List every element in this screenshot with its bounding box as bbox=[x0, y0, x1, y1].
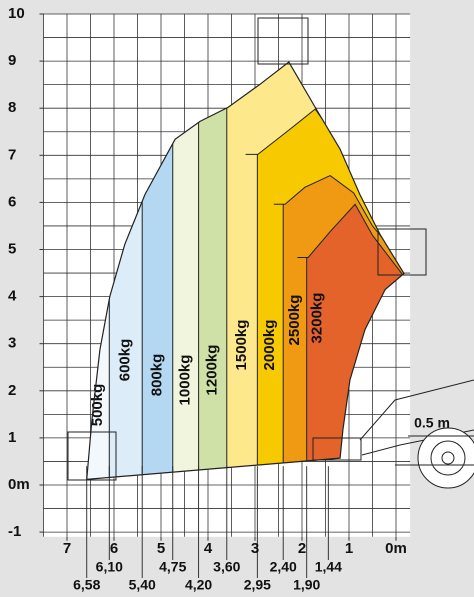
x-tick-label: 7 bbox=[63, 540, 71, 557]
y-tick-label: 0m bbox=[8, 476, 30, 493]
y-tick-label: 2 bbox=[8, 382, 16, 399]
zone-label: 600kg bbox=[117, 339, 134, 382]
x-tick-label: 6 bbox=[110, 540, 118, 557]
x-tick-label: 4 bbox=[204, 540, 213, 557]
zone-label: 2000kg bbox=[261, 320, 278, 371]
boundary-label: 6,10 bbox=[96, 559, 123, 575]
wheel bbox=[418, 428, 474, 488]
y-tick-label: 8 bbox=[8, 99, 16, 116]
boundary-label: 3,60 bbox=[213, 559, 240, 575]
boundary-label: 1,90 bbox=[293, 577, 320, 593]
chart: 500kg600kg800kg1000kg1200kg1500kg2000kg2… bbox=[0, 0, 474, 597]
x-tick-label: 0m bbox=[385, 540, 407, 557]
y-tick-label: 7 bbox=[8, 146, 16, 163]
boundary-label: 6,58 bbox=[73, 577, 100, 593]
boundary-label: 1,44 bbox=[315, 559, 342, 575]
annotation: 0.5 m bbox=[414, 415, 450, 431]
y-tick-label: 6 bbox=[8, 193, 16, 210]
zone-label: 3200kg bbox=[308, 293, 325, 344]
y-tick-label: 4 bbox=[8, 288, 17, 305]
boundary-label: 4,75 bbox=[159, 559, 186, 575]
page: 500kg600kg800kg1000kg1200kg1500kg2000kg2… bbox=[0, 0, 474, 597]
boundary-label: 5,40 bbox=[129, 577, 156, 593]
y-tick-label: 3 bbox=[8, 335, 16, 352]
zone-label: 1000kg bbox=[177, 355, 194, 406]
x-tick-label: 3 bbox=[251, 540, 259, 557]
boundary-label: 2,40 bbox=[270, 559, 297, 575]
y-tick-label: 10 bbox=[8, 5, 25, 22]
y-tick-label: 5 bbox=[8, 240, 16, 257]
zone-label: 800kg bbox=[148, 354, 165, 397]
zone-label: 1500kg bbox=[233, 320, 250, 371]
y-tick-label: 1 bbox=[8, 429, 16, 446]
x-tick-label: 1 bbox=[345, 540, 353, 557]
boundary-label: 4,20 bbox=[185, 577, 212, 593]
y-tick-label: 9 bbox=[8, 52, 16, 69]
zone-label: 2500kg bbox=[286, 295, 303, 346]
x-tick-label: 5 bbox=[157, 540, 165, 557]
zone-label: 1200kg bbox=[204, 345, 221, 396]
x-tick-label: 2 bbox=[298, 540, 306, 557]
y-tick-label: -1 bbox=[8, 523, 21, 540]
boundary-label: 2,95 bbox=[244, 577, 271, 593]
